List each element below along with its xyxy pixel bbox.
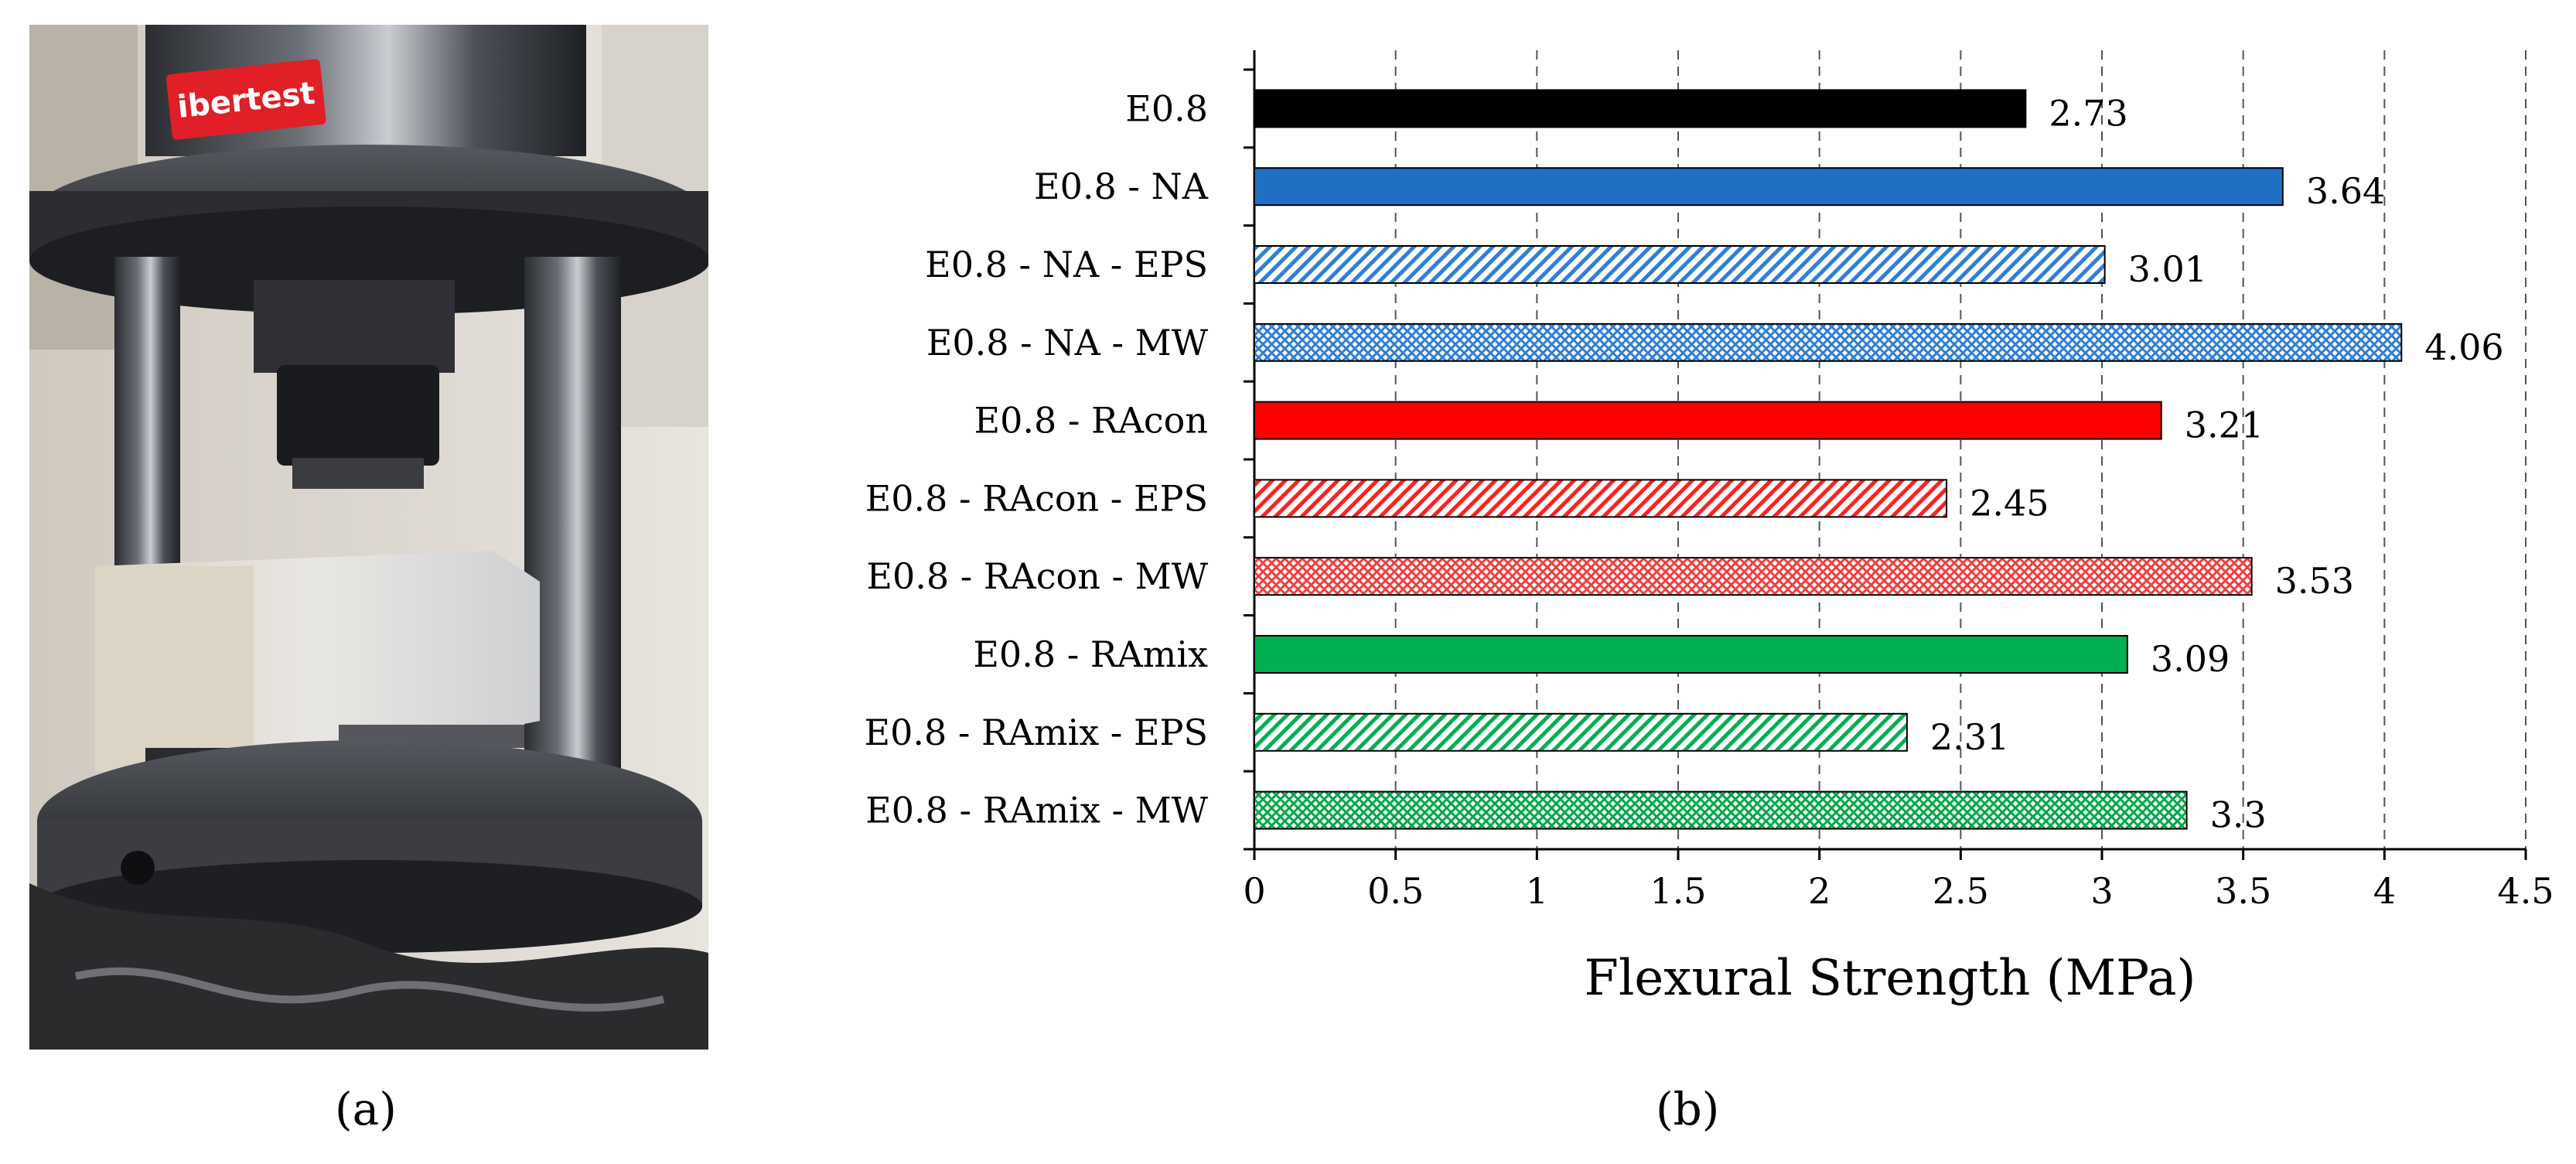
x-tick-label: 3.5	[2215, 870, 2271, 912]
value-label: 4.06	[2424, 326, 2503, 368]
value-label: 3.64	[2306, 170, 2385, 212]
category-label: E0.8 - RAmix - EPS	[865, 712, 1208, 753]
bar	[1254, 790, 2188, 830]
bar	[1254, 323, 2403, 362]
bar	[1254, 557, 2253, 596]
category-label: E0.8	[1125, 87, 1208, 129]
bar	[1254, 167, 2284, 207]
category-label: E0.8 - RAmix	[973, 633, 1208, 675]
x-axis-title: Flexural Strength (MPa)	[1585, 950, 2196, 1007]
bar	[1254, 89, 2027, 128]
x-tick-label: 1	[1526, 870, 1548, 912]
flexural-test-photo: ibertest	[29, 25, 708, 1050]
category-label: E0.8 - NA	[1034, 166, 1209, 207]
value-label: 3.01	[2128, 248, 2207, 290]
category-label: E0.8 - RAcon	[974, 400, 1208, 442]
category-label: E0.8 - RAmix - MW	[865, 790, 1209, 831]
bar	[1254, 712, 1908, 752]
chart-panel: 0 0.5 1 1.5 2 2.5 3 3.5 4 4.5 E0.8 2.73 E0.8 - NA 3.6…	[742, 23, 2576, 1052]
bar	[1254, 245, 2106, 284]
bar	[1254, 635, 2128, 674]
flexural-strength-chart: 0 0.5 1 1.5 2 2.5 3 3.5 4 4.5 E0.8 2.73 E0.8 - NA 3.6…	[865, 50, 2554, 1007]
value-label: 2.45	[1970, 482, 2049, 524]
x-tick-label: 3	[2090, 870, 2113, 912]
value-label: 2.73	[2049, 92, 2127, 134]
caption-a: (a)	[335, 1083, 397, 1135]
value-label: 3.09	[2151, 638, 2230, 680]
value-label: 3.21	[2185, 404, 2264, 446]
bar	[1254, 479, 1948, 518]
x-tick-label: 4.5	[2497, 870, 2554, 912]
ibertest-logo: ibertest	[165, 59, 326, 140]
value-label: 3.3	[2210, 794, 2267, 836]
x-tick-label: 1.5	[1650, 870, 1706, 912]
category-label: E0.8 - RAcon - EPS	[865, 477, 1208, 519]
category-label: E0.8 - NA - EPS	[925, 244, 1208, 285]
caption-b: (b)	[1656, 1083, 1720, 1135]
value-label: 3.53	[2275, 560, 2354, 602]
x-tick-label: 4	[2373, 870, 2396, 912]
x-tick-label: 0.5	[1367, 870, 1424, 912]
value-label: 2.31	[1930, 716, 2009, 758]
x-tick-label: 2	[1808, 870, 1830, 912]
category-label: E0.8 - RAcon - MW	[866, 555, 1208, 597]
bar	[1254, 401, 2162, 440]
x-tick-label: 2.5	[1933, 870, 1989, 912]
category-label: E0.8 - NA - MW	[926, 322, 1209, 364]
x-tick-label: 0	[1243, 870, 1265, 912]
photo-panel: ibertest	[29, 25, 708, 1050]
